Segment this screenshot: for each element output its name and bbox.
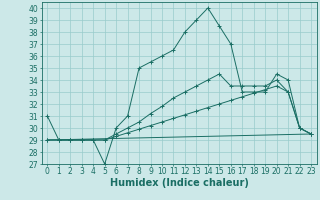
X-axis label: Humidex (Indice chaleur): Humidex (Indice chaleur)	[110, 178, 249, 188]
